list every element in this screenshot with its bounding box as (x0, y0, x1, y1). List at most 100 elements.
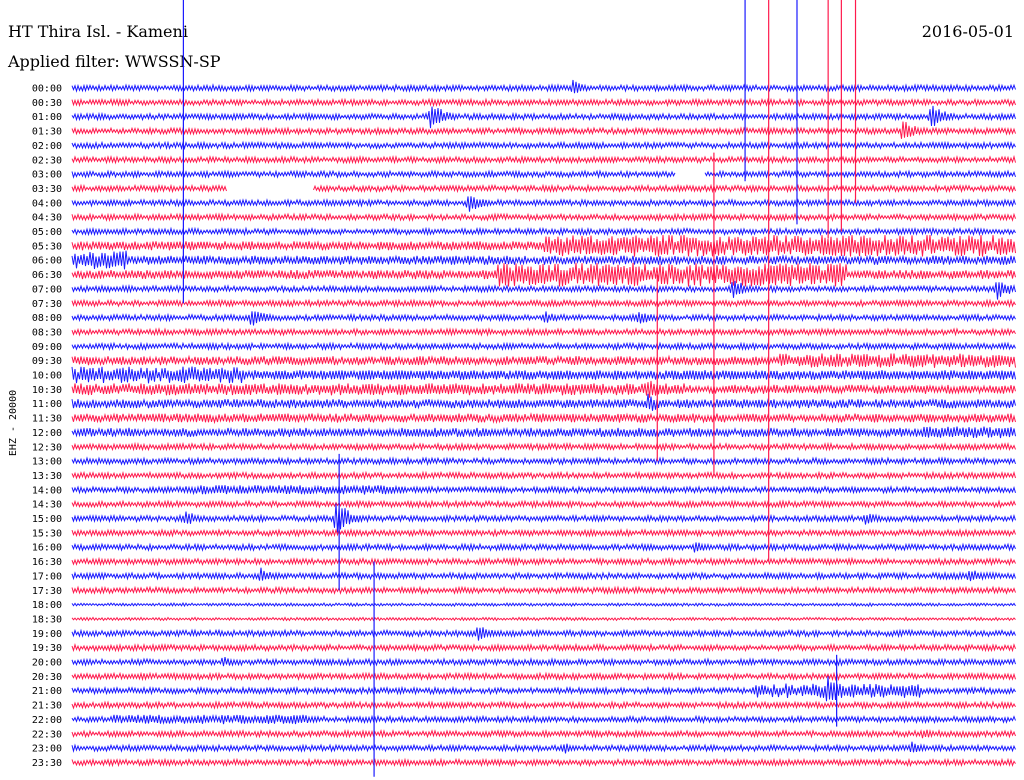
time-tick-label: 10:30 (32, 385, 62, 396)
time-tick-label: 15:00 (32, 514, 62, 525)
time-tick-label: 17:30 (32, 586, 62, 597)
time-tick-label: 21:00 (32, 686, 62, 697)
trace-row (71, 527, 1016, 538)
time-tick-label: 16:30 (32, 557, 62, 568)
trace-row (71, 616, 1016, 622)
time-tick-label: 08:00 (32, 313, 62, 324)
plot-date: 2016-05-01 (921, 22, 1014, 41)
time-tick-label: 03:30 (32, 184, 62, 195)
time-tick-label: 18:00 (32, 600, 62, 611)
trace-row (71, 412, 1016, 425)
trace-row (71, 298, 1016, 309)
trace-row (71, 196, 1016, 212)
trace-row (71, 671, 1016, 682)
time-tick-label: 02:00 (32, 141, 62, 152)
trace-row (71, 441, 1016, 452)
time-tick-label: 02:30 (32, 155, 62, 166)
time-tick-label: 01:30 (32, 127, 62, 138)
trace-row (71, 140, 1016, 151)
time-tick-label: 22:30 (32, 729, 62, 740)
trace-row (71, 757, 1016, 768)
trace-row (71, 456, 1016, 467)
time-tick-label: 14:00 (32, 485, 62, 496)
trace-row (71, 121, 1016, 139)
time-tick-label: 13:30 (32, 471, 62, 482)
trace-row (71, 212, 1016, 223)
trace-row (71, 226, 1016, 237)
trace-row (71, 676, 1016, 702)
trace-row (71, 353, 1016, 368)
channel-label: EHZ - 20000 (8, 390, 19, 456)
time-tick-label: 00:00 (32, 84, 62, 95)
time-tick-label: 13:00 (32, 457, 62, 468)
time-tick-label: 09:00 (32, 342, 62, 353)
trace-row (71, 484, 1016, 496)
time-tick-label: 20:30 (32, 672, 62, 683)
trace-row (71, 601, 1016, 608)
time-tick-label: 10:00 (32, 371, 62, 382)
time-tick-label: 05:00 (32, 227, 62, 238)
time-tick-label: 05:30 (32, 241, 62, 252)
trace-row (71, 503, 1016, 533)
filter-label: Applied filter: WWSSN-SP (8, 52, 221, 71)
trace-row (71, 542, 1016, 553)
time-tick-label: 04:00 (32, 198, 62, 209)
time-tick-label: 22:00 (32, 715, 62, 726)
trace-row (71, 585, 1016, 596)
trace-row (71, 97, 1016, 108)
time-tick-label: 03:00 (32, 170, 62, 181)
trace-row (71, 741, 1016, 754)
time-tick-label: 18:30 (32, 614, 62, 625)
time-tick-label: 21:30 (32, 701, 62, 712)
trace-row (71, 627, 1016, 641)
trace-row (71, 380, 1016, 398)
time-tick-label: 07:30 (32, 299, 62, 310)
trace-row (71, 426, 1016, 439)
trace-row (71, 262, 1016, 287)
trace-row (71, 341, 1016, 352)
trace-row (71, 642, 1016, 653)
trace-row (71, 327, 1016, 337)
trace-row (71, 700, 1016, 710)
trace-row (71, 656, 1016, 667)
trace-row (71, 393, 1016, 411)
trace-row (71, 154, 1016, 165)
time-tick-label: 01:00 (32, 112, 62, 123)
trace-row (71, 499, 1016, 509)
time-tick-label: 16:00 (32, 543, 62, 554)
trace-row (71, 311, 1016, 326)
time-tick-label: 17:00 (32, 571, 62, 582)
trace-row (71, 556, 1016, 567)
time-tick-label: 06:30 (32, 270, 62, 281)
trace-row (71, 714, 1016, 725)
time-tick-label: 23:30 (32, 758, 62, 769)
trace-row (71, 366, 1016, 384)
trace-row (71, 79, 1016, 94)
time-tick-label: 14:30 (32, 500, 62, 511)
trace-row (71, 567, 1016, 582)
time-tick-label: 23:00 (32, 744, 62, 755)
time-tick-label: 08:30 (32, 327, 62, 338)
trace-row (71, 169, 1016, 179)
time-tick-label: 15:30 (32, 528, 62, 539)
trace-row (71, 183, 1016, 194)
trace-row (71, 280, 1016, 300)
time-tick-label: 04:30 (32, 213, 62, 224)
time-tick-label: 11:00 (32, 399, 62, 410)
time-tick-label: 06:00 (32, 256, 62, 267)
time-tick-label: 09:30 (32, 356, 62, 367)
trace-row (71, 250, 1016, 270)
time-tick-label: 12:00 (32, 428, 62, 439)
time-tick-label: 12:30 (32, 442, 62, 453)
time-tick-label: 19:30 (32, 643, 62, 654)
time-tick-label: 19:00 (32, 629, 62, 640)
trace-row (71, 105, 1016, 129)
time-tick-label: 11:30 (32, 414, 62, 425)
time-tick-label: 07:00 (32, 284, 62, 295)
trace-row (71, 728, 1016, 739)
trace-row (71, 235, 1016, 257)
time-tick-label: 20:00 (32, 658, 62, 669)
trace-row (71, 470, 1016, 481)
time-tick-label: 00:30 (32, 98, 62, 109)
